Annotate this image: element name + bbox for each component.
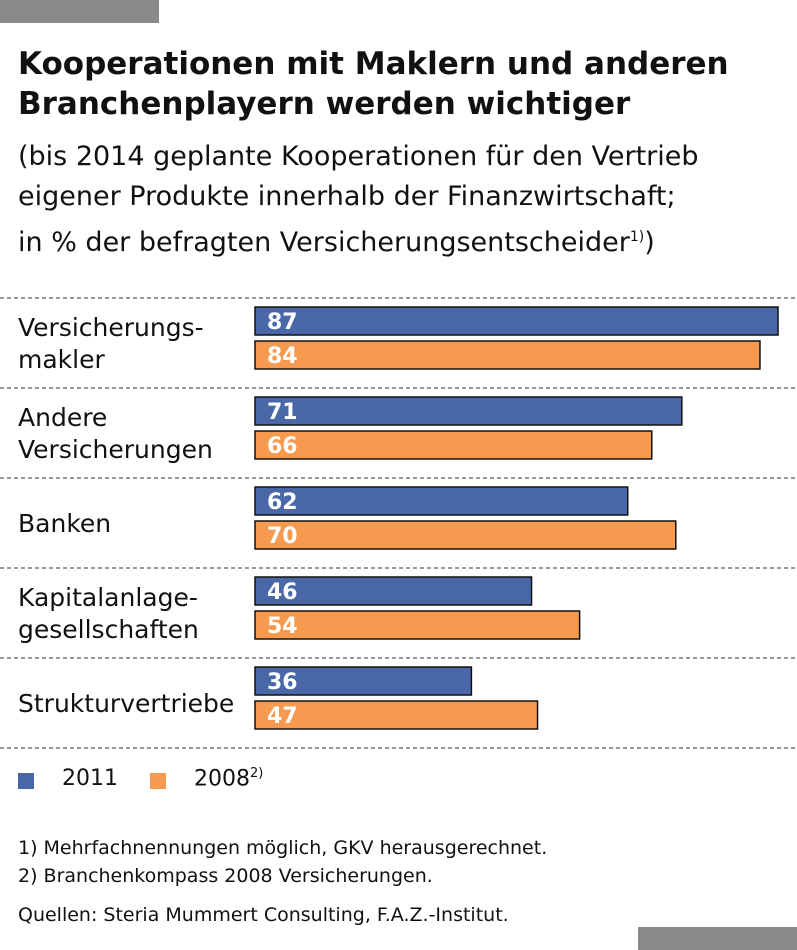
footnote-1: 1) Mehrfachnennungen möglich, GKV heraus…	[18, 837, 548, 859]
bar-2008	[254, 610, 581, 640]
legend-label-2011: 2011	[62, 766, 118, 791]
legend-swatch-2011	[18, 773, 34, 789]
footnote-2: 2) Branchenkompass 2008 Versicherungen.	[18, 865, 433, 887]
category-label: Banken	[18, 509, 111, 538]
legend-swatch-2008	[150, 773, 166, 789]
chart-subtitle: (bis 2014 geplante Kooperationen für den…	[18, 137, 788, 263]
bar-2011	[254, 396, 683, 426]
legend-label-2008: 20082)	[194, 766, 263, 791]
category-label: Versicherungs-	[18, 313, 204, 342]
bar-2011	[254, 306, 779, 336]
subtitle-line-3-text: in % der befragten Versicherungsentschei…	[18, 227, 630, 258]
footnotes: 1) Mehrfachnennungen möglich, GKV heraus…	[18, 834, 547, 890]
subtitle-footnote-marker: 1)	[629, 229, 645, 245]
bar-value-label: 84	[267, 344, 298, 369]
category-label: Strukturvertriebe	[18, 689, 234, 718]
subtitle-close: )	[644, 227, 655, 258]
category-label: Andere	[18, 403, 107, 432]
source-note: Quellen: Steria Mummert Consulting, F.A.…	[18, 904, 509, 926]
chart-title: Kooperationen mit Maklern und anderen Br…	[18, 46, 729, 122]
legend-footnote-marker: 2)	[250, 766, 264, 781]
category-label: Versicherungen	[18, 435, 213, 464]
subtitle-line-3: in % der befragten Versicherungsentschei…	[18, 217, 788, 263]
legend-label-2008-text: 2008	[194, 766, 250, 792]
bar-value-label: 46	[267, 580, 298, 605]
bar-value-label: 87	[267, 310, 298, 335]
bar-value-label: 47	[267, 704, 298, 729]
bar-2011	[254, 486, 629, 516]
category-label: gesellschaften	[18, 615, 199, 644]
bar-value-label: 70	[267, 524, 298, 549]
category-label: Kapitalanlage-	[18, 583, 198, 612]
bar-value-label: 71	[267, 400, 298, 425]
bar-value-label: 54	[267, 614, 298, 639]
bar-chart: Versicherungs-makler 87 84 Andere Versicheru…	[0, 297, 797, 749]
bar-value-label: 66	[267, 434, 298, 459]
bar-2008	[254, 340, 761, 370]
bar-2008	[254, 430, 653, 460]
bottom-decor-bar	[638, 927, 797, 950]
bar-2011	[254, 666, 473, 696]
bar-2008	[254, 700, 539, 730]
subtitle-line-2: eigener Produkte innerhalb der Finanzwir…	[18, 181, 676, 212]
bar-2011	[254, 576, 533, 606]
bar-value-label: 62	[267, 490, 298, 515]
subtitle-line-1: (bis 2014 geplante Kooperationen für den…	[18, 141, 699, 172]
bar-value-label: 36	[267, 670, 298, 695]
category-label: makler	[18, 345, 105, 374]
bar-2008	[254, 520, 677, 550]
top-decor-bar	[0, 0, 159, 23]
